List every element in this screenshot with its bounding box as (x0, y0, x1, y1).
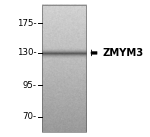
Text: 95-: 95- (22, 81, 36, 90)
Text: 130-: 130- (17, 48, 36, 57)
Bar (42, 5, 86, 132)
Text: ZMYM3: ZMYM3 (103, 48, 144, 58)
Text: 175-: 175- (17, 19, 36, 28)
Text: 70-: 70- (22, 112, 36, 121)
